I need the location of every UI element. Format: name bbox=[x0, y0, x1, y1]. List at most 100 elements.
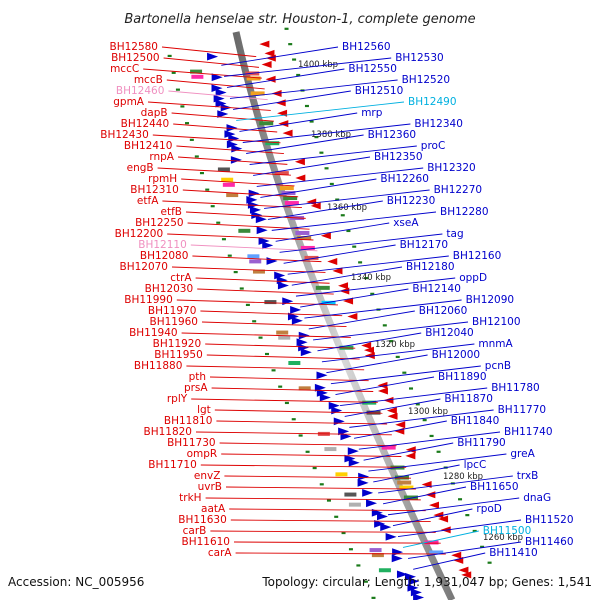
label-leader-line bbox=[161, 46, 257, 58]
gene-block bbox=[276, 330, 289, 335]
label-leader-line bbox=[200, 464, 407, 468]
label-leader-line bbox=[166, 79, 265, 90]
label-leader-line bbox=[373, 464, 460, 483]
label-leader-line bbox=[349, 409, 494, 428]
gene-label: ompR bbox=[187, 448, 218, 460]
gene-label: aatA bbox=[201, 503, 226, 515]
scale-tick bbox=[370, 292, 375, 295]
scale-tick bbox=[335, 198, 340, 201]
label-leader-line bbox=[295, 277, 456, 297]
label-leader-lines bbox=[143, 46, 522, 570]
scale-label: 1320 kbp bbox=[375, 340, 415, 350]
accession-text: Accession: NC_005956 bbox=[8, 575, 144, 589]
label-leader-line bbox=[354, 420, 447, 439]
gene-block bbox=[399, 485, 414, 490]
scale-tick bbox=[278, 385, 283, 388]
gene-arrow bbox=[385, 532, 397, 541]
scale-tick bbox=[422, 419, 427, 422]
gene-arrow bbox=[255, 215, 267, 224]
gene-arrow bbox=[361, 342, 372, 350]
gene-label: BH12430 bbox=[100, 129, 149, 141]
gene-arrow bbox=[266, 257, 278, 265]
scale-tick bbox=[210, 205, 215, 208]
scale-tick bbox=[356, 564, 361, 567]
label-leader-line bbox=[291, 266, 403, 286]
label-leader-line bbox=[387, 497, 520, 516]
gene-arrow bbox=[391, 554, 403, 563]
scale-tick bbox=[319, 151, 324, 154]
scale-tick bbox=[216, 221, 221, 224]
gene-label: tag bbox=[446, 228, 463, 240]
scale-labels: 1400 kbp 1380 kbp 1360 kbp 1340 kbp 1320… bbox=[298, 60, 523, 543]
label-leader-line bbox=[249, 145, 417, 165]
gene-label: dnaG bbox=[523, 492, 551, 504]
gene-arrow bbox=[332, 267, 343, 275]
label-leader-line bbox=[201, 321, 347, 327]
gene-label: BH12490 bbox=[408, 96, 457, 108]
gene-block bbox=[335, 472, 348, 477]
scale-label: 1280 kbp bbox=[443, 472, 483, 482]
label-leader-line bbox=[308, 310, 415, 330]
gene-arrow bbox=[320, 232, 331, 240]
gene-arrow bbox=[211, 84, 223, 93]
gene-label: BH11780 bbox=[491, 382, 540, 394]
gene-block bbox=[274, 171, 289, 176]
gene-label: BH11520 bbox=[525, 514, 574, 526]
gene-label: mccB bbox=[134, 74, 163, 86]
gene-label: BH12250 bbox=[135, 217, 184, 229]
gene-block bbox=[284, 201, 299, 206]
label-leader-line bbox=[147, 101, 271, 111]
gene-block bbox=[371, 553, 384, 558]
gene-block bbox=[348, 502, 361, 507]
scale-tick bbox=[319, 483, 324, 486]
gene-label: BH11920 bbox=[153, 338, 202, 350]
label-leader-line bbox=[168, 90, 268, 101]
gene-label: mccC bbox=[110, 63, 139, 75]
label-leader-line bbox=[182, 189, 299, 198]
gene-label: BH12090 bbox=[466, 294, 515, 306]
label-leader-line bbox=[209, 376, 369, 382]
gene-label: trxB bbox=[517, 470, 539, 482]
gene-label: lgt bbox=[197, 404, 211, 416]
gene-label: BH11460 bbox=[525, 536, 574, 548]
scale-tick bbox=[205, 188, 210, 191]
gene-arrow bbox=[215, 99, 227, 108]
gene-arrow bbox=[224, 130, 236, 138]
gene-label: BH11790 bbox=[457, 437, 506, 449]
scale-tick bbox=[314, 136, 319, 139]
gene-arrow bbox=[215, 88, 227, 97]
scale-tick bbox=[252, 320, 257, 323]
gene-label: BH11890 bbox=[438, 371, 487, 383]
label-leader-line bbox=[176, 299, 338, 306]
gene-arrow bbox=[217, 110, 229, 118]
scale-tick bbox=[389, 340, 394, 343]
gene-label: envZ bbox=[194, 470, 221, 482]
gene-arrow bbox=[408, 577, 420, 586]
label-leader-line bbox=[236, 101, 405, 121]
scale-tick bbox=[233, 270, 238, 274]
gene-arrow bbox=[316, 389, 328, 397]
scale-tick bbox=[185, 122, 190, 125]
scale-tick bbox=[334, 515, 339, 518]
scale-tick bbox=[348, 548, 353, 551]
gene-label: rpoD bbox=[476, 503, 502, 515]
gene-arrow bbox=[405, 452, 416, 460]
gene-arrow bbox=[374, 519, 386, 528]
gene-arrow bbox=[347, 312, 358, 320]
gene-label: xseA bbox=[393, 217, 419, 229]
gene-label: pth bbox=[189, 371, 206, 383]
gene-block bbox=[283, 196, 298, 201]
gene-label: BH12360 bbox=[368, 129, 417, 141]
label-leader-line bbox=[185, 211, 306, 219]
scale-tick bbox=[364, 277, 369, 280]
gene-label: carB bbox=[183, 525, 207, 537]
gene-arrow bbox=[425, 491, 436, 499]
label-leader-line bbox=[221, 453, 402, 457]
gene-arrow bbox=[377, 387, 388, 395]
left-gene-labels: BH12580BH12500mccCmccBBH12460gpmAdapBBH1… bbox=[100, 41, 232, 559]
gene-arrow bbox=[261, 60, 272, 68]
label-leader-line bbox=[402, 530, 479, 548]
gene-label: BH12030 bbox=[145, 283, 194, 295]
